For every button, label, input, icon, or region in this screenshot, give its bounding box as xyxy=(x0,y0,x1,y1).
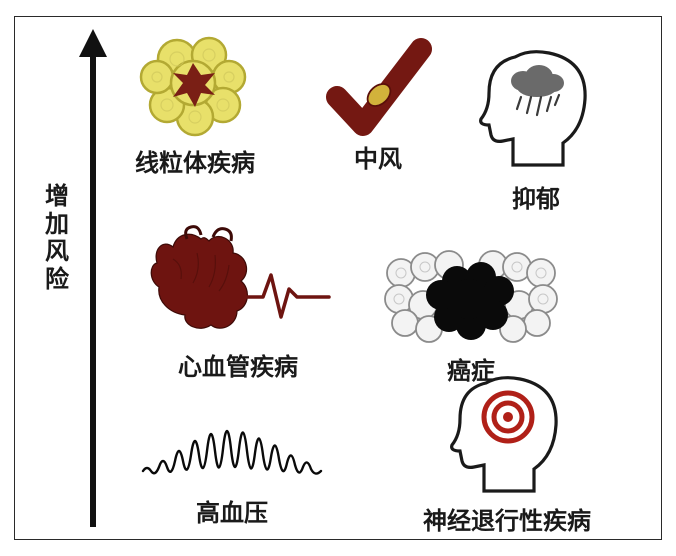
cell-cluster-icon xyxy=(135,31,255,139)
axis-char: 险 xyxy=(45,266,69,294)
mitochondrial-label: 线粒体疾病 xyxy=(135,143,255,178)
axis-char: 增 xyxy=(45,183,69,211)
vessel-check-icon xyxy=(323,35,433,137)
risk-axis-label: 增 加 风 险 xyxy=(45,183,69,293)
hypertension-label: 高血压 xyxy=(196,493,268,528)
heart-ecg-icon xyxy=(143,225,333,345)
risk-axis-arrow xyxy=(73,29,113,533)
item-mitochondrial: 线粒体疾病 xyxy=(135,31,255,178)
stroke-label: 中风 xyxy=(354,139,402,174)
head-target-icon xyxy=(442,367,572,497)
item-hypertension: 高血压 xyxy=(137,403,327,528)
item-neuro: 神经退行性疾病 xyxy=(423,367,591,536)
item-stroke: 中风 xyxy=(323,35,433,174)
tumor-icon xyxy=(381,239,561,349)
head-raincloud-icon xyxy=(471,39,601,171)
oscillation-icon xyxy=(137,403,327,493)
diagram-frame: 增 加 风 险 线粒体疾病 xyxy=(14,16,662,540)
item-cancer: 癌症 xyxy=(381,239,561,386)
depression-label: 抑郁 xyxy=(512,179,560,214)
cardio-label: 心血管疾病 xyxy=(178,347,298,382)
axis-char: 风 xyxy=(45,238,69,266)
item-depression: 抑郁 xyxy=(471,39,601,214)
neuro-label: 神经退行性疾病 xyxy=(423,501,591,536)
item-cardio: 心血管疾病 xyxy=(143,225,333,382)
axis-char: 加 xyxy=(45,211,69,239)
